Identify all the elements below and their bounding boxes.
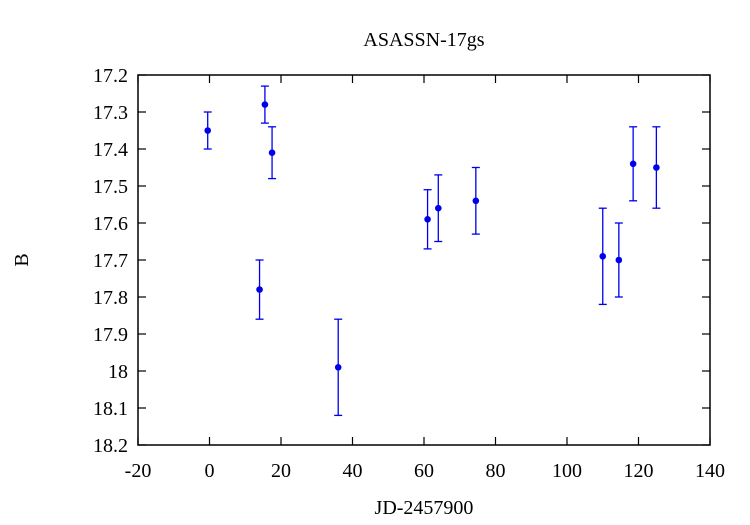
data-point: [256, 286, 263, 293]
x-tick-label: 80: [486, 460, 506, 482]
data-point: [268, 149, 276, 156]
y-tick-label: 17.2: [93, 65, 128, 87]
y-tick-label: 17.9: [93, 324, 128, 346]
y-tick-label: 17.5: [93, 176, 128, 198]
data-point: [653, 164, 660, 171]
y-tick-label: 17.4: [93, 139, 128, 161]
x-tick-label: 60: [414, 460, 434, 482]
data-point: [424, 216, 431, 223]
y-tick-label: 17.7: [93, 250, 128, 272]
x-axis-label: JD-2457900: [375, 497, 474, 519]
y-tick-label: 18.1: [93, 398, 128, 420]
y-tick-label: 17.6: [93, 213, 128, 235]
y-tick-label: 17.3: [93, 102, 128, 124]
data-point: [472, 197, 480, 205]
data-point: [261, 101, 269, 108]
data-point: [629, 160, 637, 168]
y-axis-label: B: [11, 253, 33, 266]
x-axis: -20 0 20 40 60 80 100 120 140: [125, 75, 725, 482]
plot-frame: [137, 74, 711, 446]
x-tick-label: 140: [695, 460, 725, 482]
data-point: [334, 364, 342, 371]
y-tick-label: 17.8: [93, 287, 128, 309]
x-tick-label: 40: [343, 460, 363, 482]
y-tick-label: 18.2: [93, 435, 128, 457]
x-tick-label: 120: [624, 460, 654, 482]
x-tick-label: -20: [125, 460, 152, 482]
x-tick-label: 0: [205, 460, 215, 482]
y-tick-label: 18: [108, 361, 128, 383]
y-axis: 17.2 17.3 17.4 17.5 17.6 17.7 17.8 17.9 18 18.1 18…: [93, 65, 710, 457]
data-point: [615, 256, 623, 264]
chart-title: ASASSN-17gs: [363, 29, 484, 51]
data-point: [204, 127, 212, 134]
data-point: [599, 252, 607, 260]
data-point: [435, 204, 442, 212]
data-series: [203, 85, 661, 417]
x-tick-label: 20: [271, 460, 291, 482]
x-tick-label: 100: [552, 460, 582, 482]
